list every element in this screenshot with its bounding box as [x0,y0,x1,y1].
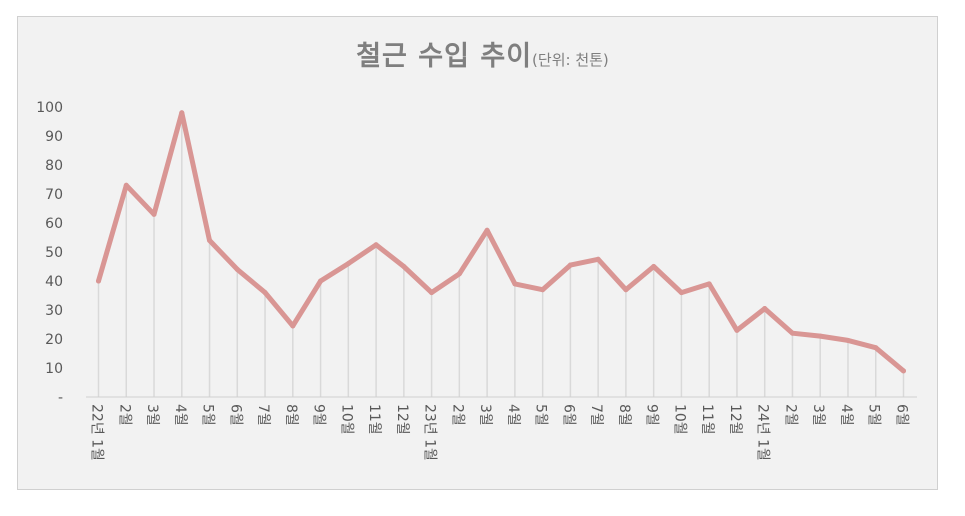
x-tick-label: 4월 [838,404,854,426]
x-tick-label: 3월 [477,404,493,426]
x-tick-label: 10월 [671,404,687,435]
x-tick-label: 4월 [172,404,188,426]
data-point [290,323,296,329]
x-tick-label: 12월 [394,404,410,435]
data-point [207,237,213,243]
data-point [651,264,657,269]
x-tick-label: 2월 [116,404,132,426]
data-point [567,262,573,268]
x-tick-label: 9월 [311,404,327,426]
data-point [540,287,546,293]
data-point [706,281,712,287]
x-tick-label: 4월 [505,404,521,426]
data-point [484,227,490,233]
data-point [345,261,351,267]
y-tick-label: 100 [36,100,63,116]
y-tick-label: 80 [45,158,63,174]
data-point [678,290,684,296]
x-tick-label: 6월 [227,404,243,426]
data-point [262,290,268,296]
chart-area [17,16,938,490]
x-tick-label: 12월 [727,404,743,435]
x-tick-label: 22년 1월 [89,404,105,461]
series-line [96,110,906,374]
y-tick-label: 60 [45,216,63,232]
y-tick-label: 10 [45,361,63,377]
chart-unit-note: (단위: 천톤) [532,51,609,69]
data-point [234,266,240,272]
x-tick-label: 23년 1월 [422,404,438,461]
data-point [623,287,629,293]
y-tick-label: 50 [45,245,63,261]
x-tick-label: 5월 [200,404,216,426]
chart-title: 철근 수입 추이(단위: 천톤) [0,34,965,73]
x-tick-label: 6월 [560,404,576,426]
x-tick-label: 11월 [699,404,715,435]
x-tick-label: 5월 [533,404,549,426]
data-point [401,264,407,269]
data-point [429,290,435,296]
data-point [789,330,795,336]
y-tick-label: - [58,390,63,406]
y-tick-label: 20 [45,332,63,348]
x-tick-label: 3월 [810,404,826,426]
data-point [901,368,906,374]
x-tick-label: 2월 [782,404,798,426]
x-tick-label: 9월 [644,404,660,426]
y-tick-label: 40 [45,274,63,290]
y-tick-label: 30 [45,303,63,319]
x-tick-label: 5월 [866,404,882,426]
data-point [762,306,768,312]
data-point [845,337,851,343]
data-point [373,242,379,248]
data-point [456,271,462,277]
data-point [151,211,157,217]
data-point [817,333,823,339]
x-tick-label: 8월 [616,404,632,426]
data-point [595,256,601,262]
x-tick-label: 7월 [255,404,271,426]
data-point [318,278,324,284]
y-tick-label: 90 [45,129,63,145]
x-tick-label: 24년 1월 [755,404,771,461]
x-tick-label: 10월 [338,404,354,435]
x-tick-label: 7월 [588,404,604,426]
x-tick-label: 6월 [894,404,910,426]
data-point [734,327,740,333]
x-tick-label: 3월 [144,404,160,426]
x-tick-label: 2월 [449,404,465,426]
data-point [179,110,185,116]
chart-title-main: 철근 수입 추이 [356,41,533,72]
data-point [96,278,101,284]
x-tick-label: 8월 [283,404,299,426]
data-point [123,182,129,188]
y-tick-label: 70 [45,187,63,203]
x-tick-label: 11월 [366,404,382,435]
data-point [512,281,518,287]
data-point [873,345,879,351]
